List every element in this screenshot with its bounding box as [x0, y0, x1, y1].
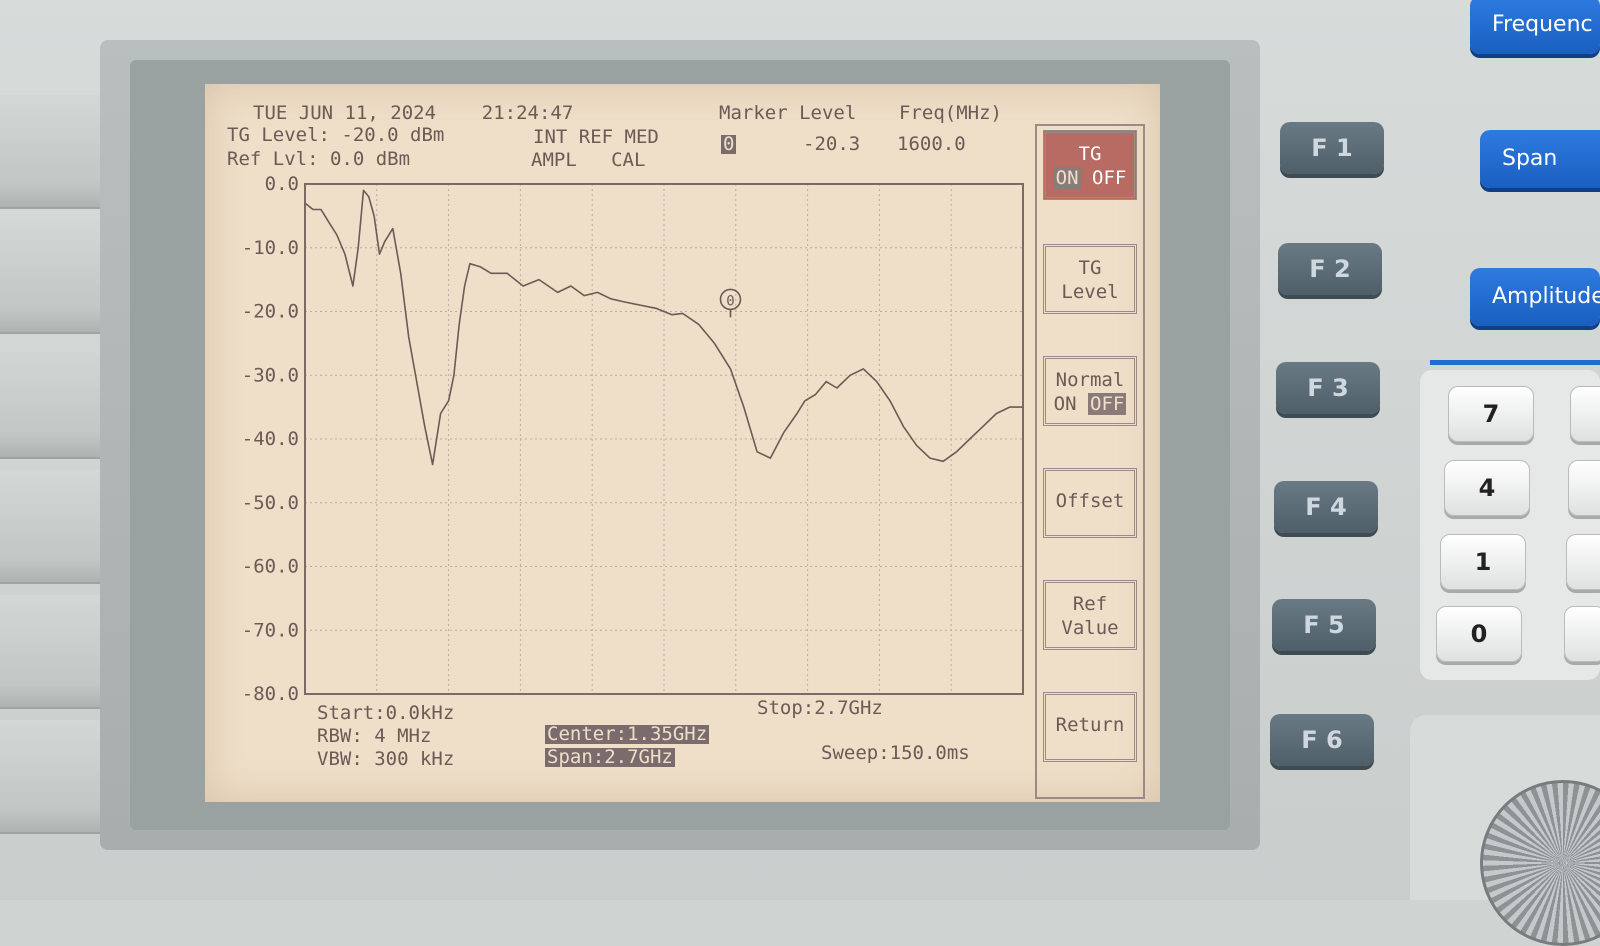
stop-freq: Stop:2.7GHz: [757, 697, 883, 719]
y-tick-label: -30.0: [242, 364, 299, 386]
sweep-time: Sweep:150.0ms: [821, 742, 970, 764]
softkey-label: TG: [1078, 143, 1102, 165]
span-button[interactable]: Span: [1480, 130, 1600, 188]
softkey-label: Return: [1055, 714, 1125, 736]
key-partial[interactable]: [1568, 460, 1600, 516]
y-tick-label: -70.0: [242, 619, 299, 641]
analyzer-screen: TUE JUN 11, 2024 21:24:47 TG Level: -20.…: [205, 84, 1160, 802]
softkey-tg-onoff[interactable]: TG ON OFF: [1043, 130, 1137, 200]
key-0[interactable]: 0: [1436, 606, 1522, 662]
plot-frame: [304, 183, 1024, 695]
center-freq: Center:1.35GHz: [545, 723, 710, 745]
softkey-tg-level[interactable]: TG Level: [1043, 244, 1137, 314]
key-1[interactable]: 1: [1440, 534, 1526, 590]
y-tick-label: -10.0: [242, 237, 299, 259]
softkey-label: Level: [1061, 281, 1119, 303]
softkey-return[interactable]: Return: [1043, 692, 1137, 762]
rbw: RBW: 4 MHz: [317, 725, 432, 747]
f3-button[interactable]: F 3: [1276, 362, 1380, 414]
softkey-label: Ref: [1072, 593, 1108, 615]
marker-level-value: -20.3: [803, 133, 861, 155]
key-partial[interactable]: [1566, 534, 1600, 590]
softkey-label: Value: [1061, 617, 1119, 639]
softkey-label: TG: [1078, 257, 1102, 279]
y-tick-label: -20.0: [242, 301, 299, 323]
y-tick-label: -50.0: [242, 492, 299, 514]
f1-button[interactable]: F 1: [1280, 122, 1384, 174]
softkey-off: OFF: [1092, 167, 1127, 189]
span-value: Span:2.7GHz: [545, 746, 675, 768]
f6-button[interactable]: F 6: [1270, 714, 1374, 766]
spectrum-chart: 0.0 -10.0 -20.0 -30.0 -40.0 -50.0 -60.0 -70.0 -8…: [242, 173, 1024, 705]
softkey-on: ON: [1053, 393, 1077, 415]
marker-level-label: Marker Level: [719, 102, 857, 124]
y-tick-label: 0.0: [265, 173, 299, 195]
frequency-button[interactable]: Frequenc: [1470, 0, 1600, 54]
y-tick-label: -40.0: [242, 428, 299, 450]
ampl-cal-status: AMPL CAL: [531, 149, 646, 171]
key-partial[interactable]: [1570, 386, 1600, 442]
y-tick-label: -60.0: [242, 556, 299, 578]
amplitude-button[interactable]: Amplitude: [1470, 268, 1600, 326]
softkey-label: Normal: [1055, 369, 1125, 391]
ref-level-readout: Ref Lvl: 0.0 dBm: [227, 148, 411, 170]
freq-label: Freq(MHz): [899, 102, 1002, 124]
numeric-keypad: 7 4 1 0: [1420, 370, 1600, 680]
int-ref-status: INT REF MED: [533, 126, 659, 148]
trace-line: [304, 189, 1023, 466]
f2-button[interactable]: F 2: [1278, 243, 1382, 295]
softkey-offset[interactable]: Offset: [1043, 468, 1137, 538]
keypad-divider: [1430, 360, 1600, 365]
datetime: TUE JUN 11, 2024 21:24:47: [253, 102, 574, 124]
tg-level-readout: TG Level: -20.0 dBm: [227, 124, 445, 146]
f5-button[interactable]: F 5: [1272, 599, 1376, 651]
marker-freq-value: 1600.0: [897, 133, 966, 155]
vbw: VBW: 300 kHz: [317, 748, 455, 770]
key-7[interactable]: 7: [1448, 386, 1534, 442]
softkey-normal[interactable]: Normal ON OFF: [1043, 356, 1137, 426]
softkey-off: OFF: [1088, 393, 1127, 415]
y-tick-label: -80.0: [242, 683, 299, 705]
f4-button[interactable]: F 4: [1274, 481, 1378, 533]
softkey-column: TG ON OFF TG Level Normal ON OFF Offset …: [1035, 124, 1145, 799]
softkey-label: Offset: [1055, 490, 1125, 512]
softkey-on: ON: [1053, 167, 1081, 189]
marker-label: 0: [726, 293, 734, 309]
key-4[interactable]: 4: [1444, 460, 1530, 516]
marker-id: 0: [721, 133, 737, 155]
key-partial[interactable]: [1564, 606, 1600, 662]
start-freq: Start:0.0kHz: [317, 702, 455, 724]
softkey-ref-value[interactable]: Ref Value: [1043, 580, 1137, 650]
